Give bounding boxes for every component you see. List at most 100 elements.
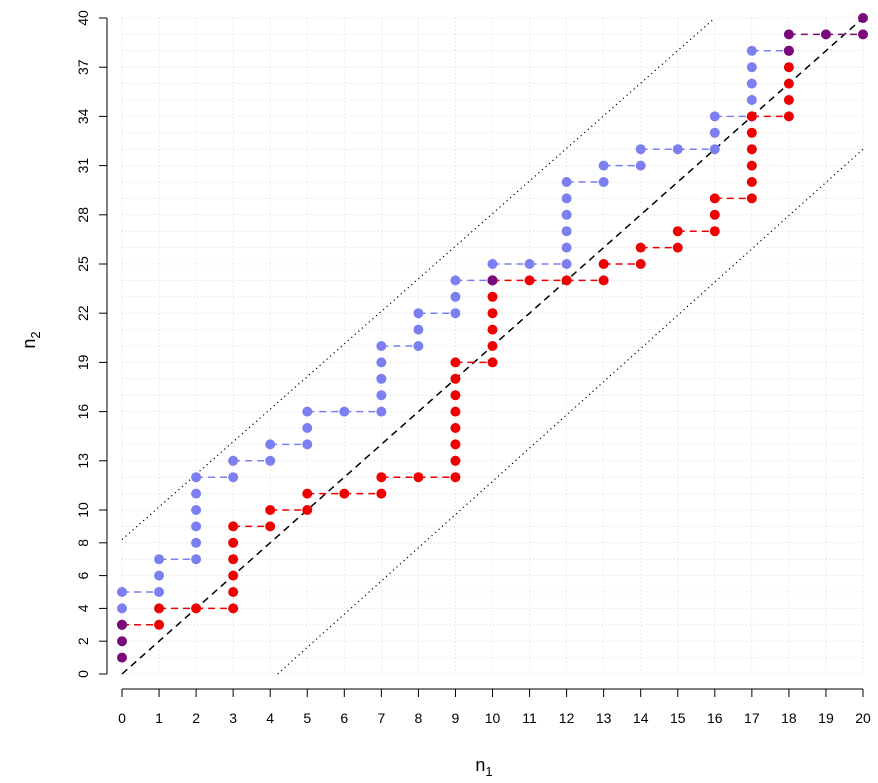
x-tick-label: 16 [707, 710, 723, 726]
point-blue [598, 177, 609, 187]
x-tick-label: 15 [670, 710, 686, 726]
point-red [746, 160, 757, 171]
point-blue [376, 373, 387, 384]
point-red [191, 603, 202, 614]
y-tick-label: 28 [75, 207, 91, 223]
point-red [450, 373, 461, 384]
point-blue [561, 259, 572, 269]
x-tick-label: 10 [485, 710, 501, 726]
point-red [450, 423, 461, 433]
point-blue [376, 357, 387, 368]
point-red [783, 62, 794, 73]
point-blue [709, 127, 720, 138]
x-tick-label: 3 [229, 710, 237, 726]
y-axis-title: n2 [19, 331, 43, 348]
point-red [746, 111, 757, 122]
point-red [672, 226, 683, 237]
point-blue [709, 144, 720, 155]
point-red [154, 619, 165, 630]
point-blue [746, 45, 757, 56]
point-blue [265, 455, 276, 466]
x-tick-label: 11 [522, 710, 537, 726]
axes: 0 1 2 3 4 5 6 7 8 9 10 11 12 13 14 15 16 17 18 19 2002468101… [75, 10, 871, 726]
point-blue [376, 406, 387, 417]
x-tick-label: 4 [266, 710, 274, 726]
point-red [635, 242, 646, 253]
point-blue [524, 259, 535, 269]
point-red [228, 603, 239, 614]
x-tick-label: 5 [303, 710, 311, 726]
point-red [265, 521, 276, 532]
point-blue [561, 209, 572, 220]
point-red [228, 537, 239, 548]
point-purple [487, 275, 498, 286]
point-red [487, 308, 498, 319]
y-tick-label: 25 [75, 256, 91, 272]
point-red [450, 472, 461, 483]
point-red [154, 603, 165, 614]
point-purple [117, 636, 127, 647]
point-blue [154, 587, 165, 597]
point-blue [154, 554, 165, 565]
point-blue [154, 570, 165, 581]
x-tick-label: 18 [781, 710, 797, 726]
series-paths [122, 33, 863, 626]
point-blue [117, 603, 127, 614]
point-red [487, 291, 498, 302]
point-red [487, 341, 498, 351]
point-blue [635, 144, 646, 155]
point-red [487, 324, 498, 335]
point-red [635, 259, 646, 269]
point-blue [191, 537, 202, 548]
point-purple [783, 45, 794, 56]
point-red [746, 177, 757, 187]
point-red [783, 111, 794, 122]
x-tick-label: 14 [633, 710, 649, 726]
y-tick-label: 22 [75, 305, 91, 321]
point-blue [561, 242, 572, 253]
point-red [450, 390, 461, 401]
point-blue [376, 341, 387, 351]
point-blue [487, 259, 498, 269]
x-tick-label: 17 [744, 710, 760, 726]
point-red [302, 488, 313, 499]
point-red [339, 488, 350, 499]
y-tick-label: 8 [75, 539, 91, 547]
x-tick-label: 0 [118, 710, 126, 726]
point-blue [228, 455, 239, 466]
point-blue [746, 62, 757, 73]
point-red [302, 505, 313, 515]
x-tick-label: 12 [559, 710, 575, 726]
point-blue [561, 177, 572, 187]
point-blue [746, 78, 757, 89]
point-red [450, 439, 461, 450]
point-red [709, 209, 720, 220]
y-tick-label: 4 [75, 604, 91, 612]
y-tick-label: 0 [75, 670, 91, 678]
y-tick-label: 34 [75, 108, 91, 124]
y-tick-label: 13 [75, 453, 91, 469]
point-blue [339, 406, 350, 417]
point-blue [191, 472, 202, 483]
point-red [783, 78, 794, 89]
point-blue [561, 226, 572, 237]
point-blue [191, 521, 202, 532]
point-blue [302, 406, 313, 417]
y-tick-label: 2 [75, 637, 91, 645]
y-tick-label: 31 [75, 158, 91, 174]
point-red [598, 275, 609, 286]
point-red [228, 521, 239, 532]
x-tick-label: 6 [340, 710, 348, 726]
point-red [450, 455, 461, 466]
point-blue [376, 390, 387, 401]
point-red [376, 488, 387, 499]
x-tick-label: 2 [192, 710, 200, 726]
point-blue [598, 160, 609, 171]
point-blue [561, 193, 572, 204]
point-blue [117, 587, 127, 597]
x-tick-label: 7 [377, 710, 385, 726]
point-red [228, 554, 239, 565]
x-tick-label: 9 [452, 710, 460, 726]
point-blue [413, 324, 424, 335]
